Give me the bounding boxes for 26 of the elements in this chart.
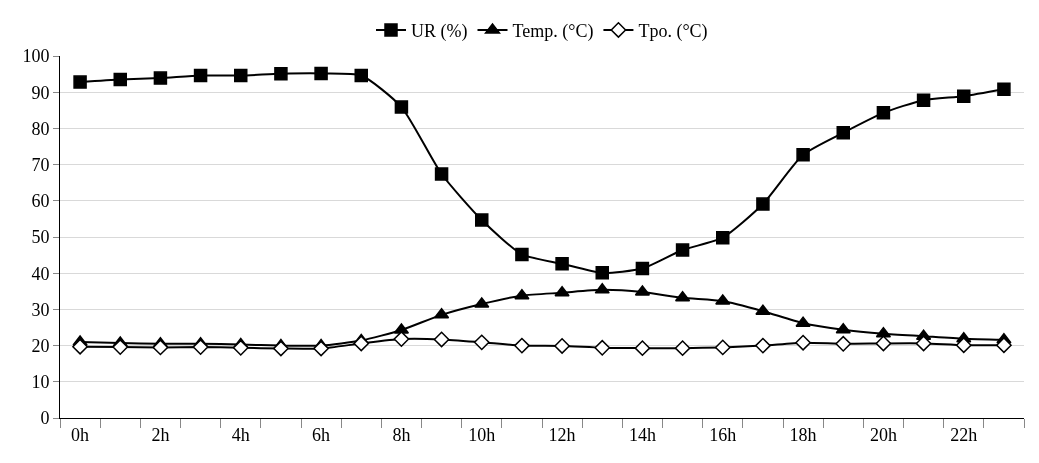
x-tick-label: 22h — [950, 424, 978, 445]
y-tick-label: 0 — [40, 408, 50, 429]
x-tick-label: 2h — [151, 424, 170, 445]
x-tick-label: 20h — [869, 424, 897, 445]
y-tick-label: 40 — [31, 263, 50, 284]
x-tick-label: 12h — [548, 424, 576, 445]
x-tick-label: 16h — [709, 424, 737, 445]
x-tick-label: 18h — [789, 424, 817, 445]
y-tick-label: 80 — [31, 118, 50, 139]
y-tick-label: 100 — [22, 46, 50, 67]
x-tick-label: 0h — [71, 424, 90, 445]
x-tick-label: 4h — [231, 424, 250, 445]
y-tick-label: 90 — [31, 82, 50, 103]
y-tick-label: 20 — [31, 335, 50, 356]
x-tick-label: 10h — [468, 424, 496, 445]
x-tick-label: 6h — [312, 424, 331, 445]
y-tick-label: 50 — [31, 227, 50, 248]
legend-label: Temp. (°C) — [512, 20, 594, 42]
y-tick-label: 30 — [31, 299, 50, 320]
legend-label: UR (%) — [411, 20, 468, 42]
y-tick-label: 10 — [31, 372, 50, 393]
x-tick-label: 8h — [392, 424, 411, 445]
x-tick-label: 14h — [628, 424, 656, 445]
y-tick-label: 70 — [31, 154, 50, 175]
legend-label: Tpo. (°C) — [638, 20, 708, 42]
y-tick-label: 60 — [31, 191, 50, 212]
